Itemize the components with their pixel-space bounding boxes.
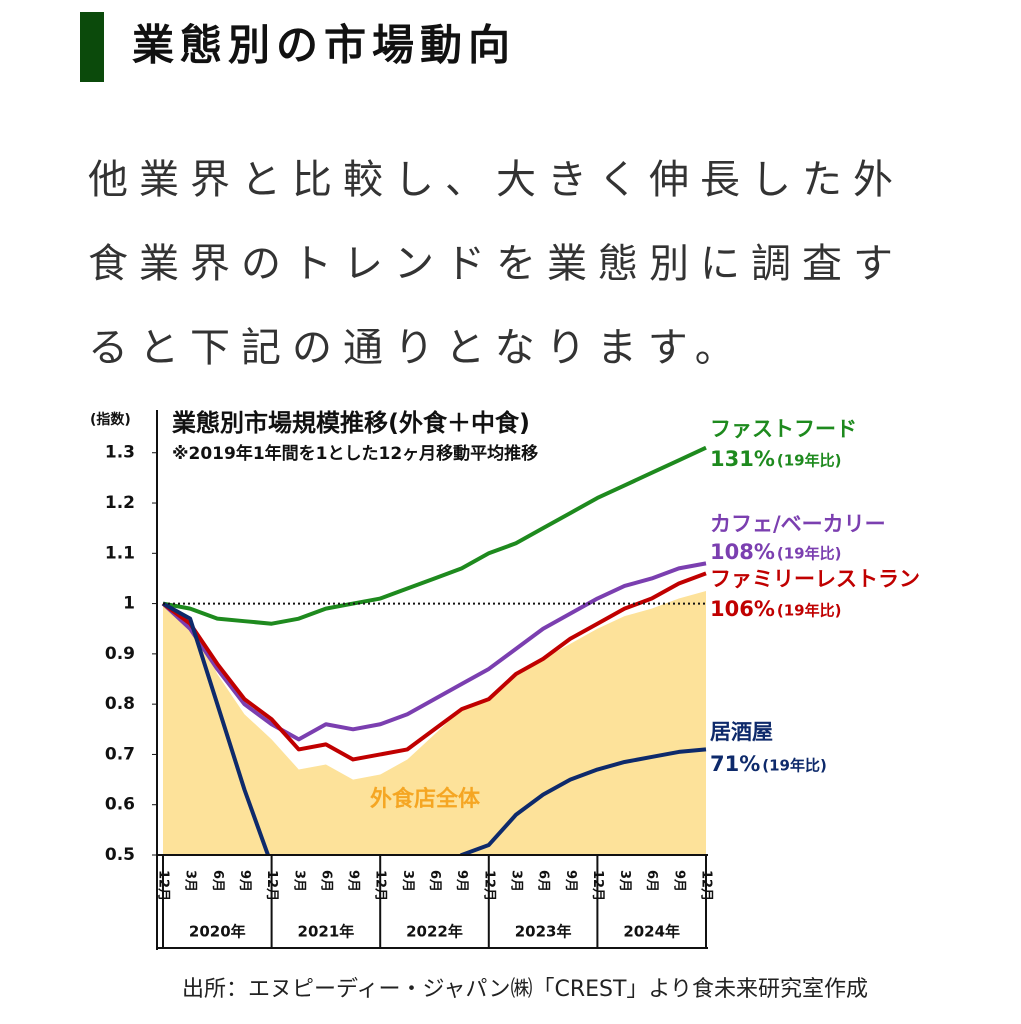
x-tick-label: 3月: [508, 870, 523, 892]
year-label: 2021年: [298, 923, 355, 941]
comparison-note: (19年比): [777, 545, 842, 563]
x-tick-label: 3月: [291, 870, 306, 892]
y-tick-label: 1.2: [105, 493, 135, 513]
y-tick-label: 0.9: [105, 644, 135, 664]
y-tick-label: 0.7: [105, 744, 135, 764]
x-tick-label: 3月: [400, 870, 415, 892]
y-tick-label: 1.3: [105, 443, 135, 463]
series-end-label: 106%: [710, 597, 775, 621]
series-line: [162, 601, 707, 855]
heading-bar: [80, 12, 104, 82]
year-label: 2020年: [189, 923, 246, 941]
x-tick-label: 3月: [183, 870, 198, 892]
x-tick-label: 6月: [210, 870, 225, 892]
y-tick-label: 1.1: [105, 543, 135, 563]
y-tick-label: 0.8: [105, 694, 135, 714]
series-line: [161, 571, 707, 762]
area-label: 外食店全体: [370, 786, 481, 812]
plot-area: [161, 445, 707, 855]
series-end-label: 131%: [710, 447, 775, 471]
y-axis-label: (指数): [90, 411, 131, 428]
x-tick-label: 9月: [454, 870, 469, 892]
series-name: ファストフード: [710, 417, 857, 441]
x-tick-label: 6月: [427, 870, 442, 892]
x-tick-label: 6月: [644, 870, 659, 892]
comparison-note: (19年比): [777, 452, 842, 470]
x-tick-label: 9月: [346, 870, 361, 892]
intro: 他業界と比較し、大きく伸長した外食業界のトレンドを業態別に調査すると下記の通りと…: [88, 157, 904, 371]
x-tick-label: 6月: [536, 870, 551, 892]
area: [163, 591, 706, 855]
series-name: 居酒屋: [710, 720, 773, 744]
x-tick-label: 3月: [617, 870, 632, 892]
chart-title: 業態別市場規模推移(外食＋中食): [172, 409, 530, 437]
y-tick-label: 0.5: [105, 845, 135, 865]
year-label: 2023年: [515, 923, 572, 941]
year-label: 2024年: [623, 923, 680, 941]
year-label: 2022年: [406, 923, 463, 941]
y-tick-label: 1: [123, 594, 135, 614]
heading: 業態別の市場動向: [132, 21, 516, 70]
comparison-note: (19年比): [762, 757, 827, 775]
series-end-label: 71%: [710, 752, 760, 776]
y-tick-label: 0.6: [105, 795, 135, 815]
x-tick-label: 6月: [318, 870, 333, 892]
series-name: カフェ/ベーカリー: [710, 512, 886, 536]
x-tick-label: 9月: [671, 870, 686, 892]
series-end-label: 108%: [710, 540, 775, 564]
series-line: [161, 561, 707, 742]
x-tick-label: 9月: [563, 870, 578, 892]
x-tick-label: 9月: [237, 870, 252, 892]
series-name: ファミリーレストラン: [710, 567, 920, 591]
source: 出所：エヌピーディー・ジャパン㈱「CREST」より食未来研究室作成: [182, 977, 868, 1002]
chart-subtitle: ※2019年1年間を1とした12ヶ月移動平均推移: [172, 443, 538, 464]
comparison-note: (19年比): [777, 602, 842, 620]
series-line: [162, 445, 707, 626]
